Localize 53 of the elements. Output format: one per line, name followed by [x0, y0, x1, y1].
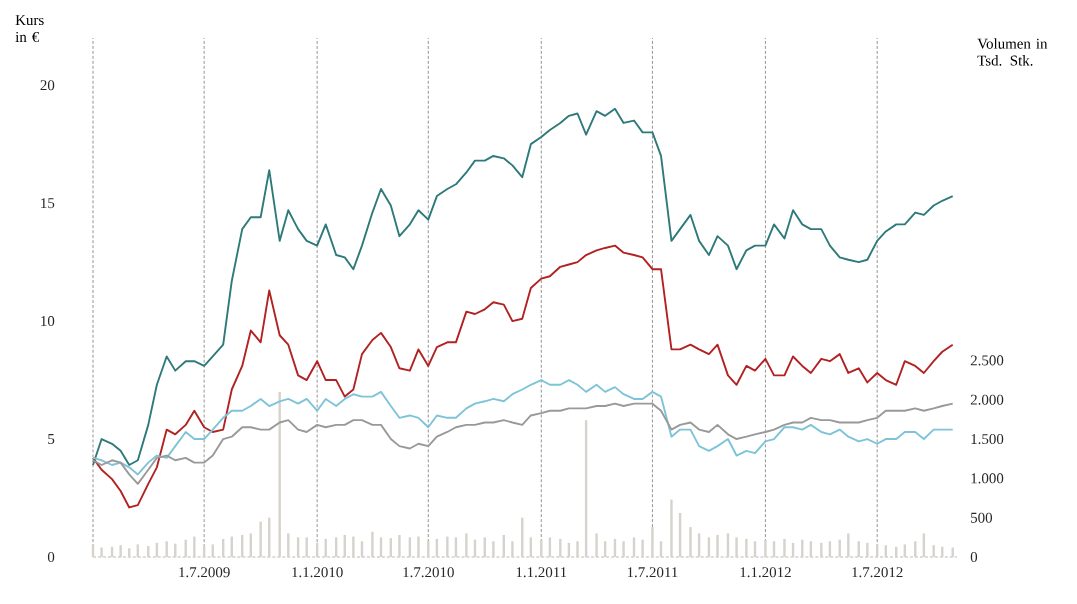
bar	[847, 533, 850, 557]
bar	[866, 542, 869, 557]
y2-tick-label: 2.000	[970, 394, 1004, 405]
bar	[559, 538, 562, 557]
bar	[595, 533, 598, 557]
bar	[932, 545, 935, 557]
y-tick-label: 15	[41, 198, 55, 209]
x-tick-label: 1.1.2010	[292, 567, 343, 578]
bar	[820, 542, 823, 557]
y-axis-title: Kurs in €	[15, 15, 44, 43]
bar	[465, 533, 468, 557]
bar	[100, 547, 103, 557]
bar	[352, 536, 355, 557]
bar	[417, 536, 420, 557]
bar	[716, 534, 719, 557]
bar	[492, 541, 495, 557]
x-tick-label: 1.7.2011	[627, 567, 678, 578]
bar	[622, 541, 625, 557]
bar	[371, 531, 374, 557]
y2-tick-label: 500	[971, 512, 993, 523]
y2-tick-label: 1.500	[971, 433, 1004, 445]
bar	[764, 539, 767, 557]
x-tick-label: 1.1.2011	[516, 567, 567, 578]
x-tick-label: 1.7.2010	[403, 567, 454, 578]
bar	[689, 527, 692, 557]
x-tick-label: 1.1.2012	[740, 567, 791, 578]
bar	[745, 538, 748, 557]
bar	[259, 521, 262, 557]
y-tick-label: 20	[40, 80, 55, 91]
y-tick-label: 10	[41, 316, 55, 327]
bar	[511, 541, 514, 557]
y2-axis-title: Volumen in Tsd. Stk.	[977, 38, 1048, 66]
y2-tick-label: 0	[970, 551, 978, 563]
bar	[278, 391, 281, 557]
bar	[446, 536, 449, 557]
bar	[398, 534, 401, 557]
line-series	[92, 244, 954, 509]
bar	[651, 527, 654, 557]
x-tick-label: 1.7.2012	[852, 567, 903, 578]
y-tick-label: 5	[48, 434, 55, 444]
bar	[735, 537, 738, 557]
bar	[165, 541, 168, 557]
bar	[641, 539, 644, 557]
bar	[576, 541, 579, 557]
bar	[193, 536, 196, 557]
x-tick-label: 1.7.2009	[179, 567, 230, 578]
y-tick-label: 0	[47, 551, 55, 563]
y2-tick-label: 2.500	[970, 355, 1004, 366]
y2-tick-label: 1.000	[971, 473, 1004, 484]
bar	[670, 499, 673, 557]
line-series	[92, 107, 954, 466]
bar	[783, 538, 786, 557]
bar	[119, 545, 122, 557]
